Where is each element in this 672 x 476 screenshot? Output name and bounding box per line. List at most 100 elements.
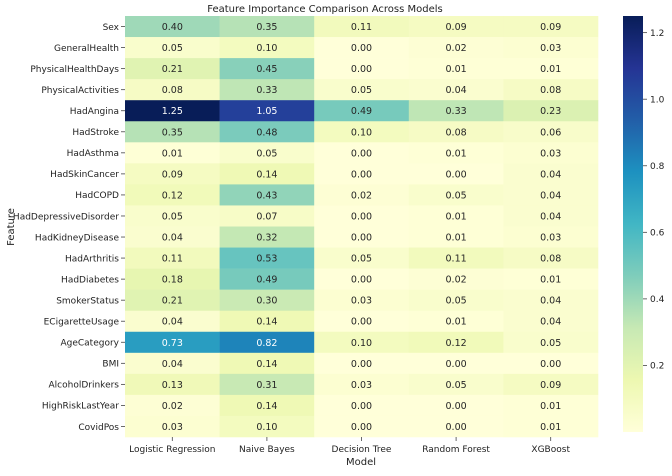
heatmap-cell xyxy=(125,184,220,206)
y-tick-label: HadArthritis xyxy=(65,254,119,264)
heatmap-cell xyxy=(125,268,220,290)
heatmap-cell xyxy=(314,37,410,59)
cell-value-label: 0.05 xyxy=(446,190,467,201)
cell-value-label: 0.73 xyxy=(162,338,183,349)
cell-value-label: 0.01 xyxy=(446,64,467,75)
cell-value-label: 0.00 xyxy=(446,359,467,370)
cell-value-label: 0.32 xyxy=(256,233,277,244)
cell-value-label: 0.00 xyxy=(351,211,372,222)
y-tick-label: HadAngina xyxy=(70,107,119,117)
heatmap-cell xyxy=(125,142,220,164)
cell-value-label: 0.49 xyxy=(351,106,372,117)
colorbar: 0.2 0.4 0.6 0.8 1.0 1.2 xyxy=(623,16,665,432)
heatmap-cell xyxy=(503,352,599,375)
heatmap-cells: 0.40 0.35 0.11 0.09 0.09 0.05 0.10 0.00 0.02 0.03… xyxy=(125,16,599,438)
cell-value-label: 0.21 xyxy=(162,64,183,75)
heatmap-cell xyxy=(503,100,599,122)
cell-value-label: 0.12 xyxy=(446,338,467,349)
y-tick-label: Sex xyxy=(103,23,120,33)
cell-value-label: 0.04 xyxy=(540,317,561,328)
heatmap-cell xyxy=(314,121,410,143)
row-labels: Sex GeneralHealth PhysicalHealthDays Physic… xyxy=(13,23,125,433)
cell-value-label: 0.08 xyxy=(540,85,561,96)
cell-value-label: 0.08 xyxy=(162,85,183,96)
y-tick-label: PhysicalHealthDays xyxy=(30,65,119,75)
heatmap-cell xyxy=(503,58,599,80)
heatmap-cell xyxy=(314,79,410,101)
heatmap-cell xyxy=(314,226,410,248)
cell-value-label: 0.01 xyxy=(446,148,467,159)
cell-value-label: 0.01 xyxy=(446,317,467,328)
cell-value-label: 0.04 xyxy=(540,169,561,180)
heatmap-cell xyxy=(219,100,315,122)
heatmap-cell xyxy=(314,352,410,375)
y-tick-label: AgeCategory xyxy=(60,339,119,349)
heatmap-cell xyxy=(503,373,599,396)
heatmap-cell xyxy=(125,121,220,143)
cell-value-label: 0.09 xyxy=(540,380,561,391)
cell-value-label: 0.05 xyxy=(446,380,467,391)
heatmap-cell xyxy=(408,100,504,122)
heatmap-cell xyxy=(408,331,504,354)
cell-value-label: 0.48 xyxy=(256,127,277,138)
cell-value-label: 0.30 xyxy=(256,296,277,307)
cell-value-label: 0.05 xyxy=(351,254,372,265)
colorbar-tick-label: 1.0 xyxy=(650,96,665,106)
heatmap-cell xyxy=(503,247,599,269)
y-tick-label: AlcoholDrinkers xyxy=(49,381,120,391)
cell-value-label: 0.05 xyxy=(162,211,183,222)
cell-value-label: 0.02 xyxy=(446,43,467,54)
heatmap-cell xyxy=(125,163,220,185)
heatmap-cell xyxy=(503,121,599,143)
heatmap-cell xyxy=(219,415,315,438)
heatmap-cell xyxy=(314,331,410,354)
colorbar-tick-label: 0.6 xyxy=(650,229,665,239)
y-tick-label: CovidPos xyxy=(78,423,119,433)
colorbar-tick-label: 0.4 xyxy=(650,295,665,305)
heatmap-cell xyxy=(125,352,220,375)
heatmap-cell xyxy=(125,394,220,417)
y-tick-label: GeneralHealth xyxy=(54,44,119,54)
heatmap-cell xyxy=(219,37,315,59)
y-tick-label: HadKidneyDisease xyxy=(35,233,120,243)
cell-value-label: 0.03 xyxy=(540,148,561,159)
heatmap-cell xyxy=(125,100,220,122)
heatmap-cell xyxy=(125,226,220,248)
y-tick-label: PhysicalActivities xyxy=(41,86,119,96)
heatmap-cell xyxy=(408,268,504,290)
cell-value-label: 0.09 xyxy=(446,22,467,33)
heatmap-cell xyxy=(125,247,220,269)
cell-value-label: 0.10 xyxy=(256,43,277,54)
heatmap-cell xyxy=(503,310,599,333)
cell-value-label: 0.01 xyxy=(540,64,561,75)
heatmap-cell xyxy=(219,58,315,80)
cell-value-label: 0.06 xyxy=(540,127,561,138)
cell-value-label: 0.21 xyxy=(162,296,183,307)
heatmap-cell xyxy=(408,310,504,333)
heatmap-cell xyxy=(503,268,599,290)
cell-value-label: 0.02 xyxy=(446,275,467,286)
cell-value-label: 0.14 xyxy=(256,401,277,412)
heatmap-cell xyxy=(219,205,315,227)
heatmap-cell xyxy=(125,205,220,227)
y-tick-label: HadDepressiveDisorder xyxy=(13,212,119,222)
heatmap-cell xyxy=(314,100,410,122)
heatmap-cell xyxy=(314,310,410,333)
heatmap-cell xyxy=(408,58,504,80)
heatmap-cell xyxy=(408,247,504,269)
cell-value-label: 0.02 xyxy=(351,190,372,201)
cell-value-label: 0.01 xyxy=(162,148,183,159)
heatmap-cell xyxy=(314,415,410,438)
heatmap-cell xyxy=(125,16,220,38)
heatmap-cell xyxy=(314,247,410,269)
cell-value-label: 0.35 xyxy=(162,127,183,138)
heatmap-cell xyxy=(408,142,504,164)
cell-value-label: 0.00 xyxy=(351,233,372,244)
y-tick-label: SmokerStatus xyxy=(56,296,119,306)
heatmap-cell xyxy=(219,184,315,206)
heatmap-cell xyxy=(503,184,599,206)
heatmap-cell xyxy=(408,226,504,248)
heatmap-cell xyxy=(125,79,220,101)
